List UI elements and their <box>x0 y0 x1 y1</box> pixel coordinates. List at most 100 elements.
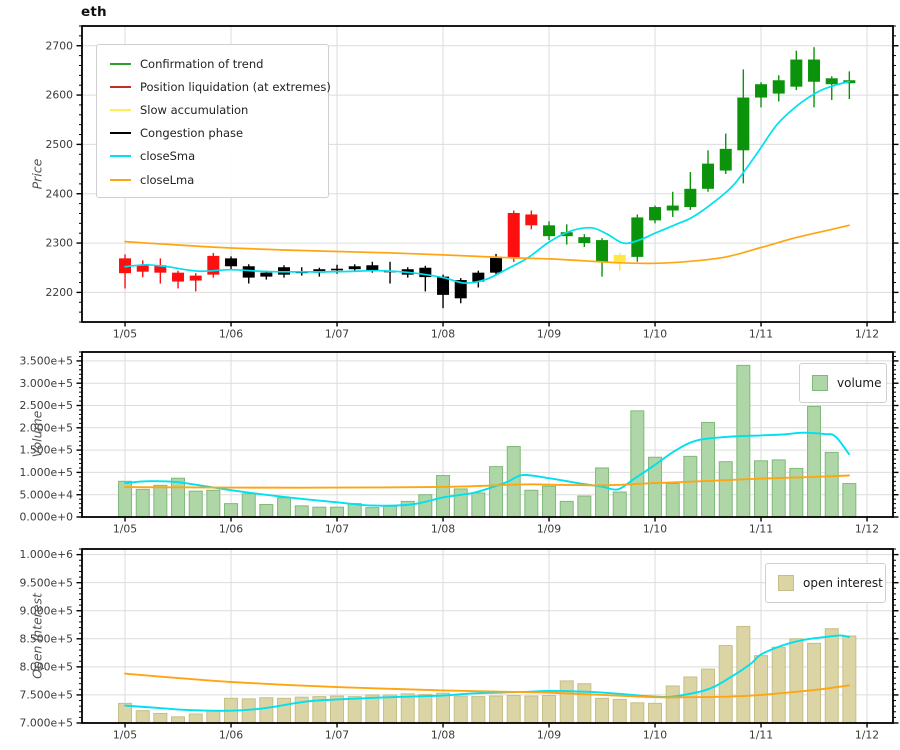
volume-bar <box>595 467 610 517</box>
open-interest-bar <box>542 694 557 723</box>
open-interest-bar <box>171 716 186 723</box>
candle-body <box>172 272 185 282</box>
open-interest-bar <box>347 696 362 723</box>
open-interest-bar <box>665 685 680 723</box>
volume-bar <box>524 489 539 517</box>
y-tick-label: 2700 <box>46 39 74 52</box>
legend-line-swatch <box>110 132 131 135</box>
x-tick-label: 1/08 <box>431 523 455 536</box>
candle-body <box>666 205 679 211</box>
candle-body <box>808 59 821 82</box>
y-tick-label: 1.500e+5 <box>20 444 73 457</box>
x-tick-label: 1/07 <box>325 523 349 536</box>
x-tick-label: 1/09 <box>537 729 561 742</box>
x-tick-label: 1/10 <box>643 523 667 536</box>
volume-bar <box>736 364 751 517</box>
candle-body <box>136 265 149 272</box>
open-interest-bar <box>453 695 468 723</box>
volume-bar <box>224 503 239 517</box>
legend-line-swatch <box>110 85 131 88</box>
x-tick-label: 1/09 <box>537 328 561 341</box>
candle-body <box>790 59 803 87</box>
candle-body <box>225 258 238 267</box>
open-interest-bar <box>418 693 433 723</box>
volume-bar <box>612 491 627 517</box>
y-tick-label: 5.000e+4 <box>20 488 74 501</box>
legend-label: Congestion phase <box>140 126 244 141</box>
volume-legend-label: volume <box>837 376 882 390</box>
open-interest-bar <box>365 694 380 723</box>
candle-body <box>719 148 732 171</box>
y-tick-label: 7.500e+5 <box>20 689 73 702</box>
x-tick-label: 1/09 <box>537 523 561 536</box>
y-tick-label: 9.500e+5 <box>20 576 73 589</box>
candle-body <box>348 266 361 270</box>
candle-body <box>702 163 715 189</box>
candle-body <box>507 212 520 258</box>
y-tick-label: 9.000e+5 <box>20 604 73 617</box>
candle-body <box>331 268 344 271</box>
price-legend-entry: Congestion phase <box>97 122 328 145</box>
x-tick-label: 1/12 <box>855 729 879 742</box>
volume-bar <box>718 461 733 517</box>
legend-line-swatch <box>110 155 131 158</box>
volume-bar <box>489 466 504 517</box>
y-tick-label: 0.000e+0 <box>20 511 74 524</box>
candle-body <box>313 269 326 273</box>
volume-axis-label: Volume <box>29 410 45 458</box>
volume-bar <box>824 451 839 517</box>
candle-body <box>649 207 662 221</box>
open-interest-bar <box>683 676 698 723</box>
x-tick-label: 1/07 <box>325 328 349 341</box>
open-interest-bar <box>506 694 521 723</box>
x-tick-label: 1/05 <box>113 328 137 341</box>
price-legend: Confirmation of trend Position liquidatio… <box>96 44 331 199</box>
legend-line-swatch <box>110 108 131 111</box>
open-interest-bar <box>771 646 786 723</box>
open-interest-bar <box>277 697 292 723</box>
x-tick-label: 1/11 <box>749 729 773 742</box>
y-tick-label: 3.500e+5 <box>20 355 73 368</box>
y-tick-label: 8.500e+5 <box>20 632 73 645</box>
price-legend-entry: closeSma <box>97 145 328 168</box>
open-interest-bar <box>294 696 309 723</box>
legend-line-swatch <box>110 62 131 65</box>
candle-body <box>154 265 167 273</box>
price-legend-entry: Position liquidation (at extremes) <box>97 75 331 98</box>
candle-body <box>242 266 255 278</box>
y-tick-label: 7.000e+5 <box>20 717 73 730</box>
x-tick-label: 1/05 <box>113 729 137 742</box>
volume-bar <box>754 460 769 517</box>
volume-bar <box>453 488 468 517</box>
candle-body <box>189 275 202 281</box>
open-interest-lines <box>124 634 850 712</box>
volume-bar <box>294 505 309 517</box>
open-interest-bar <box>842 635 857 723</box>
volume-bar <box>559 500 574 517</box>
candle-body <box>419 267 432 278</box>
y-tick-label: 1.000e+5 <box>20 466 73 479</box>
open-interest-bar <box>489 695 504 723</box>
x-tick-label: 1/10 <box>643 328 667 341</box>
y-tick-label: 1.000e+6 <box>20 548 74 561</box>
volume-bar <box>771 459 786 517</box>
candle-body <box>543 225 556 237</box>
volume-bar <box>188 490 203 517</box>
open-interest-bar <box>612 698 627 723</box>
open-interest-legend: open interest <box>765 563 886 603</box>
y-tick-label: 8.000e+5 <box>20 660 73 673</box>
open-interest-bar <box>595 697 610 723</box>
legend-label: closeLma <box>140 172 195 187</box>
volume-bar <box>206 489 221 517</box>
open-interest-bar <box>383 694 398 723</box>
candle-body <box>596 240 609 262</box>
candle-body <box>472 272 485 282</box>
open-interest-bar <box>153 712 168 723</box>
open-interest-bar <box>188 713 203 723</box>
price-legend-entry: Slow accumulation <box>97 98 328 121</box>
candle-body <box>437 276 450 295</box>
x-tick-label: 1/10 <box>643 729 667 742</box>
open-interest-bar <box>577 683 592 723</box>
volume-bar <box>789 467 804 517</box>
